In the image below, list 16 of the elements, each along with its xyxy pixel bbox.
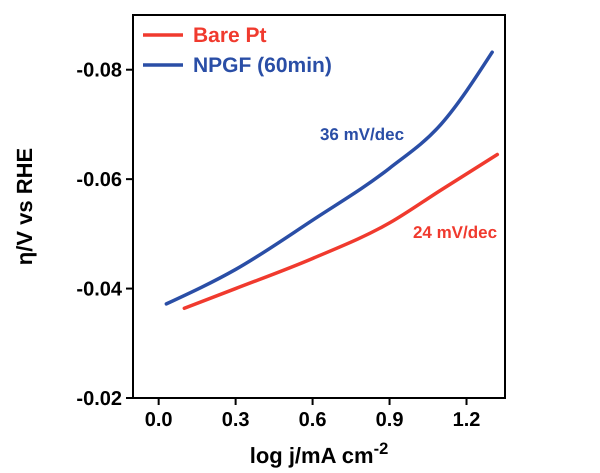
x-tick-label: 0.9	[376, 409, 404, 431]
x-tick-label: 0.0	[144, 409, 173, 431]
x-tick-label: 0.3	[222, 409, 250, 431]
y-axis-title: η/V vs RHE	[12, 148, 37, 266]
legend-label: Bare Pt	[193, 24, 267, 47]
annotation: 36 mV/dec	[320, 125, 404, 144]
legend-label: NPGF (60min)	[193, 54, 332, 77]
x-tick-label: 1.2	[452, 409, 480, 431]
line-series	[182, 152, 500, 310]
annotation: 24 mV/dec	[412, 223, 498, 242]
y-tick-label: -0.04	[76, 278, 123, 301]
x-tick-label: 0.6	[298, 409, 326, 431]
y-tick-label: -0.08	[76, 60, 122, 82]
x-axis-title: log j/mA cm$^{-2}$	[250, 440, 388, 468]
y-tick-label: -0.06	[76, 169, 122, 192]
y-tick-label: -0.02	[76, 388, 122, 410]
